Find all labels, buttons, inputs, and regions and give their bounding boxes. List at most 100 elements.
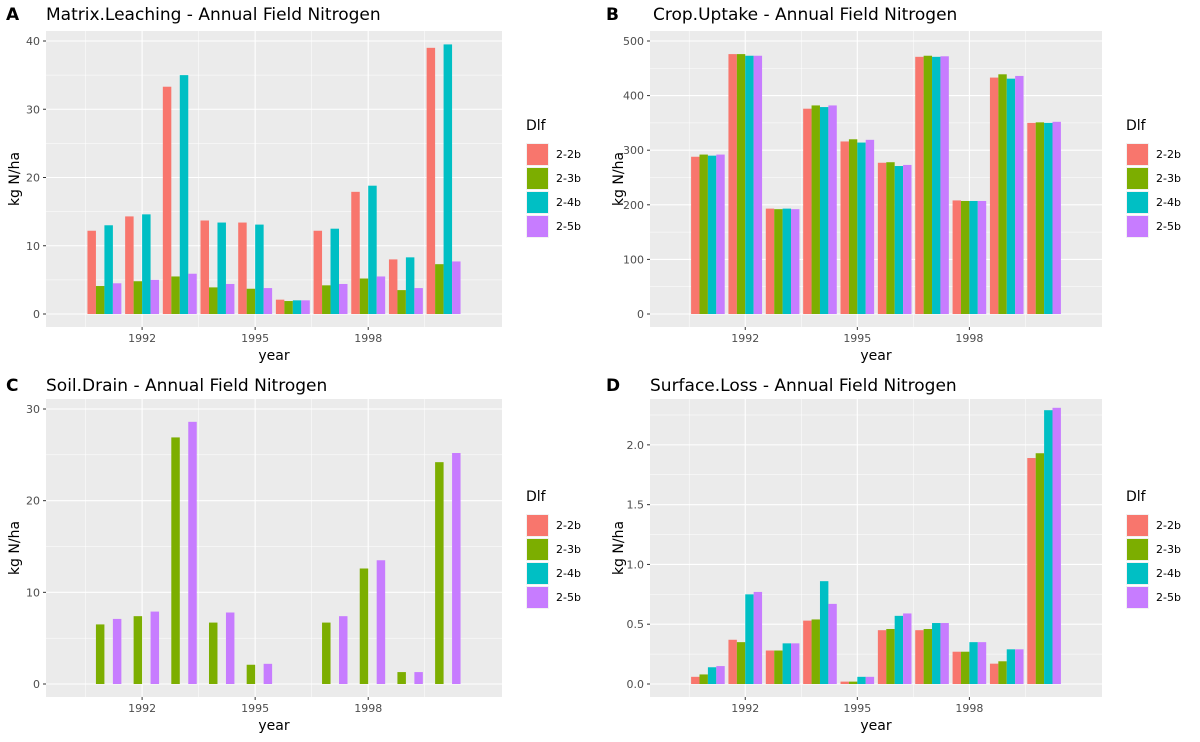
- legend-swatch-2-3b: [527, 168, 548, 189]
- bar-2-2b-1993: [765, 208, 775, 314]
- bar-2-5b-1999: [414, 288, 423, 314]
- bar-2-2b-1991: [87, 230, 96, 314]
- bar-2-3b-1992: [133, 281, 143, 314]
- bar-2-4b-1993: [179, 75, 189, 314]
- y-axis-title: kg N/ha: [611, 521, 627, 575]
- bar-2-5b-1998: [376, 276, 386, 314]
- y-tick-label: 300: [623, 144, 644, 157]
- bar-2-3b-1999: [998, 661, 1007, 684]
- bar-2-4b-1999: [405, 257, 415, 314]
- x-tick-label: 1995: [241, 332, 269, 345]
- y-axis-title: kg N/ha: [611, 152, 627, 206]
- bar-2-5b-1996: [903, 164, 912, 314]
- legend-title: Dlf: [526, 489, 547, 505]
- bar-2-4b-2000: [1044, 410, 1053, 684]
- bar-2-3b-1996: [886, 162, 895, 314]
- bar-2-3b-1998: [960, 651, 970, 684]
- bar-2-5b-1996: [301, 300, 310, 314]
- panel-letter: C: [6, 376, 18, 396]
- bar-2-2b-2000: [1027, 458, 1036, 684]
- legend-swatch-2-2b: [1127, 515, 1148, 536]
- y-tick-label: 20: [26, 495, 40, 508]
- x-axis-title: year: [258, 348, 289, 364]
- plot-background: [46, 399, 502, 697]
- bar-2-2b-1999: [989, 77, 999, 314]
- bar-2-2b-1996: [877, 630, 887, 684]
- bar-2-4b-1993: [782, 208, 792, 314]
- bar-2-2b-1997: [915, 630, 924, 684]
- legend-swatch-2-2b: [527, 515, 548, 536]
- bar-2-3b-1999: [998, 74, 1007, 314]
- legend-title: Dlf: [526, 118, 547, 134]
- bar-2-2b-1996: [275, 299, 285, 314]
- bar-2-5b-1994: [225, 612, 235, 684]
- bar-2-4b-1998: [969, 200, 978, 314]
- bar-2-3b-1991: [699, 154, 708, 314]
- bar-2-4b-1992: [745, 55, 754, 314]
- bar-2-4b-1996: [894, 166, 904, 314]
- y-tick-label: 30: [26, 103, 40, 116]
- x-tick-label: 1998: [955, 702, 983, 715]
- bar-2-4b-1995: [857, 142, 866, 314]
- bar-2-3b-1996: [284, 301, 293, 314]
- bar-2-2b-2000: [426, 47, 436, 314]
- bar-2-2b-1991: [691, 676, 700, 684]
- bar-2-3b-1991: [699, 674, 708, 684]
- panel-letter: D: [606, 376, 620, 396]
- bar-2-5b-1999: [1015, 649, 1024, 684]
- plot-background: [650, 399, 1102, 697]
- bar-2-3b-1994: [208, 622, 218, 684]
- bar-2-4b-1996: [292, 300, 302, 314]
- x-tick-label: 1992: [731, 332, 759, 345]
- bar-2-5b-1992: [150, 279, 160, 314]
- bar-2-3b-2000: [435, 264, 444, 314]
- bar-2-3b-2000: [1035, 453, 1045, 684]
- bar-2-4b-1999: [1006, 649, 1016, 684]
- panel-title: Matrix.Leaching - Annual Field Nitrogen: [46, 5, 381, 25]
- bar-2-3b-1992: [736, 642, 746, 684]
- legend-swatch-2-4b: [527, 192, 548, 213]
- bar-2-3b-1993: [774, 209, 783, 314]
- bar-2-3b-1993: [171, 276, 180, 314]
- legend-swatch-2-4b: [527, 563, 548, 584]
- panel-title: Soil.Drain - Annual Field Nitrogen: [46, 376, 327, 396]
- bar-2-2b-1998: [952, 200, 961, 314]
- x-tick-label: 1995: [843, 702, 871, 715]
- legend-label: 2-5b: [556, 591, 581, 604]
- y-tick-label: 30: [26, 403, 40, 416]
- bar-2-5b-2000: [1052, 407, 1061, 684]
- plot-background: [46, 31, 502, 327]
- bar-2-5b-1993: [791, 209, 800, 314]
- legend-swatch-2-3b: [1127, 168, 1148, 189]
- legend-title: Dlf: [1126, 118, 1147, 134]
- bar-2-4b-1997: [932, 623, 941, 684]
- bar-2-2b-2000: [1027, 122, 1036, 315]
- y-axis-title: kg N/ha: [7, 152, 23, 206]
- legend: Dlf 2-2b 2-3b 2-4b 2-5b: [526, 118, 581, 238]
- legend-swatch-2-4b: [1127, 563, 1148, 584]
- bar-2-2b-1996: [877, 162, 887, 314]
- bar-2-3b-2000: [1035, 122, 1045, 314]
- bar-2-2b-1999: [388, 259, 398, 314]
- y-tick-label: 100: [623, 253, 644, 266]
- bar-2-4b-1991: [707, 155, 717, 314]
- bar-2-5b-1995: [263, 288, 273, 314]
- bar-2-5b-1997: [339, 283, 348, 314]
- bar-2-3b-1999: [397, 290, 406, 314]
- bar-2-4b-1998: [368, 185, 377, 314]
- x-axis-title: year: [860, 718, 891, 734]
- bar-2-3b-1991: [95, 286, 105, 314]
- x-tick-label: 1998: [354, 702, 382, 715]
- legend-swatch-2-5b: [1127, 216, 1148, 237]
- bar-2-4b-1992: [142, 214, 151, 314]
- y-tick-label: 0: [33, 308, 40, 321]
- panel-letter: B: [606, 5, 619, 25]
- legend-label: 2-2b: [1156, 148, 1181, 161]
- x-tick-label: 1998: [955, 332, 983, 345]
- y-tick-label: 0: [33, 678, 40, 691]
- bar-2-3b-1994: [208, 287, 218, 314]
- y-tick-label: 1.5: [627, 499, 645, 512]
- bar-2-4b-1999: [1006, 78, 1016, 314]
- bar-2-2b-1993: [162, 86, 172, 314]
